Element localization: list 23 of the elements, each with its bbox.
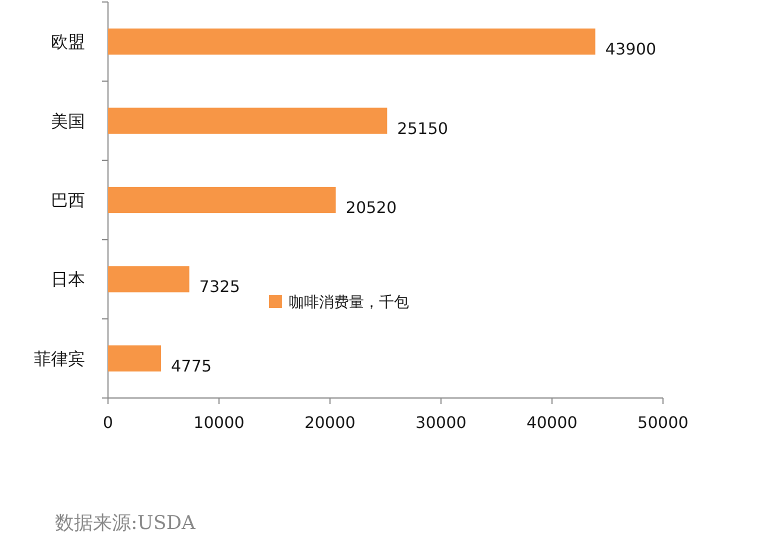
bar (108, 186, 336, 214)
y-tick-label: 菲律宾 (34, 349, 85, 370)
y-tick-label: 美国 (51, 112, 85, 132)
source-note: 数据来源:USDA (55, 512, 196, 534)
x-tick-label: 30000 (416, 413, 466, 432)
x-tick-label: 50000 (638, 413, 688, 432)
data-label: 25150 (397, 118, 448, 138)
bar (108, 266, 190, 292)
x-tick-label: 0 (102, 413, 114, 432)
y-tick-label: 巴西 (51, 191, 85, 211)
data-label: 7325 (199, 277, 240, 296)
bar (108, 345, 162, 372)
bar (108, 108, 388, 134)
data-label: 43900 (605, 40, 656, 59)
x-tick-label: 20000 (304, 413, 356, 432)
y-tick-label: 日本 (51, 270, 85, 290)
y-tick-label: 欧盟 (51, 32, 85, 53)
legend: 咖啡消费量，千包 (268, 293, 409, 312)
bar (108, 28, 596, 55)
data-label: 4775 (171, 356, 212, 376)
x-tick-label: 10000 (194, 413, 244, 432)
x-tick-label: 40000 (526, 413, 578, 432)
data-label: 20520 (346, 198, 397, 217)
